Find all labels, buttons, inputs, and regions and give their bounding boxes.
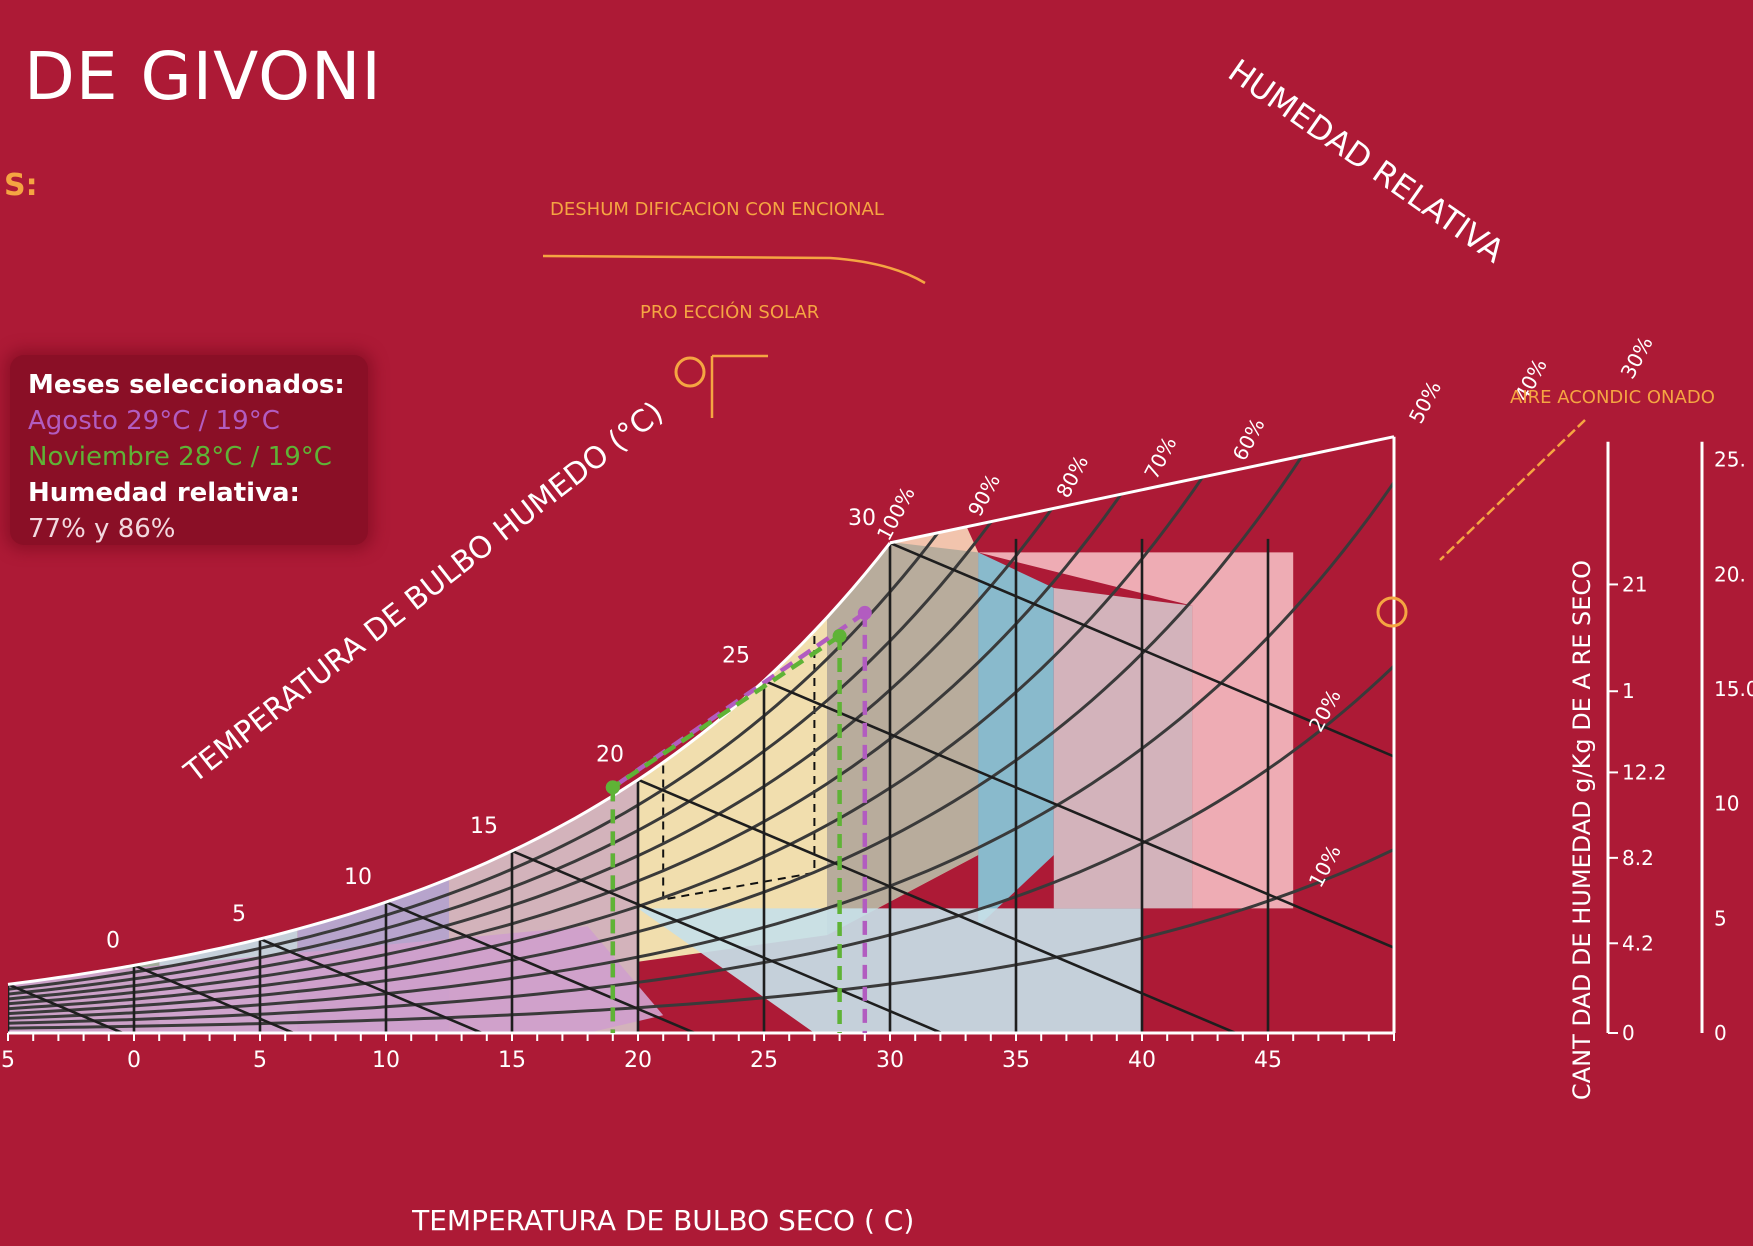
rh-curve-20 xyxy=(8,664,1394,1025)
zone-thermal-mass xyxy=(827,534,979,936)
x-tick-label: 35 xyxy=(1002,1048,1030,1073)
series-Noviembre-point-min xyxy=(605,780,620,795)
wet-bulb-line xyxy=(133,964,891,1033)
annotation-pointer xyxy=(710,354,768,418)
annotation-dehumidification: DESHUM DIFICACION CON ENCIONAL xyxy=(550,199,884,220)
humidity-tick-label: 0 xyxy=(1622,1021,1635,1045)
vapor-tick-label: 10 xyxy=(1714,792,1739,816)
zone-heating-low xyxy=(8,926,664,1033)
series-Agosto-point-max xyxy=(857,605,872,620)
wet-bulb-line xyxy=(763,679,1394,1003)
rh-curve-30 xyxy=(8,481,1394,1020)
x-tick-label: 0 xyxy=(127,1048,141,1073)
rh-curve-80 xyxy=(8,436,1394,996)
rh-axis-label: HUMEDAD RELATIVA xyxy=(1221,52,1511,271)
rh-curve-label: 100% xyxy=(872,483,920,545)
x-tick-label: 10 xyxy=(372,1048,400,1073)
wet-bulb-tick-label: 20 xyxy=(596,743,624,768)
wet-bulb-tick-label: 5 xyxy=(232,902,246,927)
month-november-legend: Noviembre 28°C / 19°C xyxy=(28,442,332,472)
humidity-tick-label: 21 xyxy=(1622,572,1647,596)
wet-bulb-line xyxy=(385,900,1143,1033)
x-tick-label: 5 xyxy=(1,1048,15,1073)
wet-bulb-tick-label: 30 xyxy=(848,506,876,531)
rh-curve-label: 70% xyxy=(1139,433,1181,484)
wet-bulb-line xyxy=(637,778,1394,1033)
rh-curve-90 xyxy=(8,436,1394,991)
x-axis-label: TEMPERATURA DE BULBO SECO ( C) xyxy=(411,1204,914,1237)
rh-curve-50 xyxy=(8,436,1394,1011)
wet-bulb-tick-label: 0 xyxy=(106,928,120,953)
selected-months-panel: Meses seleccionados: Agosto 29°C / 19°C … xyxy=(10,355,368,545)
rh-curve-label: 80% xyxy=(1051,451,1093,502)
x-tick-label: 40 xyxy=(1128,1048,1156,1073)
cropped-section-label: S: xyxy=(4,168,38,203)
annotation-pointer xyxy=(542,254,926,285)
wet-bulb-line xyxy=(889,541,1394,865)
rh-curve-60 xyxy=(8,436,1394,1006)
vapor-tick-label: 15.0 xyxy=(1714,677,1753,701)
wet-bulb-line xyxy=(511,849,1269,1033)
rh-curve-70 xyxy=(8,436,1394,1001)
annotation-marker-icon xyxy=(1376,596,1408,628)
annotation-solar-protection: PRO ECCIÓN SOLAR xyxy=(640,301,819,323)
x-tick-label: 5 xyxy=(253,1048,267,1073)
humidity-heading: Humedad relativa: xyxy=(28,478,300,508)
humidity-tick-label: 8.2 xyxy=(1622,846,1654,870)
vapor-tick-label: 20. xyxy=(1714,562,1746,586)
x-tick-label: 30 xyxy=(876,1048,904,1073)
x-tick-label: 20 xyxy=(624,1048,652,1073)
humidity-tick-label: 1 xyxy=(1622,679,1635,703)
month-august-legend: Agosto 29°C / 19°C xyxy=(28,406,280,436)
x-tick-label: 15 xyxy=(498,1048,526,1073)
wet-bulb-tick-label: 15 xyxy=(470,814,498,839)
series-Noviembre-line xyxy=(611,634,841,790)
wet-bulb-line xyxy=(259,937,1017,1033)
annotation-air-conditioning: AIRE ACONDIC ONADO xyxy=(1510,387,1715,408)
x-tick-label: 25 xyxy=(750,1048,778,1073)
humidity-tick-label: 4.2 xyxy=(1622,931,1654,955)
humidity-axis-label: CANT DAD DE HUMEDAD g/Kg DE A RE SECO xyxy=(1568,560,1596,1100)
rh-curve-label: 20% xyxy=(1304,685,1346,736)
zone-air-conditioning xyxy=(978,552,1294,909)
annotation-pointer xyxy=(1439,419,1586,561)
vapor-tick-label: 0 xyxy=(1714,1021,1727,1045)
rh-curve-10 xyxy=(8,848,1394,1030)
wet-bulb-tick-label: 10 xyxy=(344,865,372,890)
zone-night-ventilation xyxy=(1053,588,1193,909)
vapor-tick-label: 25. xyxy=(1714,448,1746,472)
rh-curve-label: 60% xyxy=(1228,414,1270,465)
vapor-tick-label: 5 xyxy=(1714,906,1727,930)
x-tick-label: 45 xyxy=(1254,1048,1282,1073)
wet-bulb-tick-label: 25 xyxy=(722,644,750,669)
rh-curve-label: 90% xyxy=(963,470,1005,521)
rh-curve-label: 30% xyxy=(1616,332,1658,383)
humidity-tick-label: 12.2 xyxy=(1622,760,1667,784)
rh-curve-40 xyxy=(8,436,1394,1016)
rh-curve-label: 50% xyxy=(1404,377,1446,428)
annotation-marker-icon xyxy=(674,356,706,388)
top-boundary xyxy=(889,435,1395,545)
selected-months-heading: Meses seleccionados: xyxy=(28,370,345,400)
series-Noviembre-point-max xyxy=(832,629,847,644)
rh-curve-label: 10% xyxy=(1304,841,1346,892)
humidity-values: 77% y 86% xyxy=(28,514,176,544)
page-title: DE GIVONI xyxy=(24,38,382,115)
